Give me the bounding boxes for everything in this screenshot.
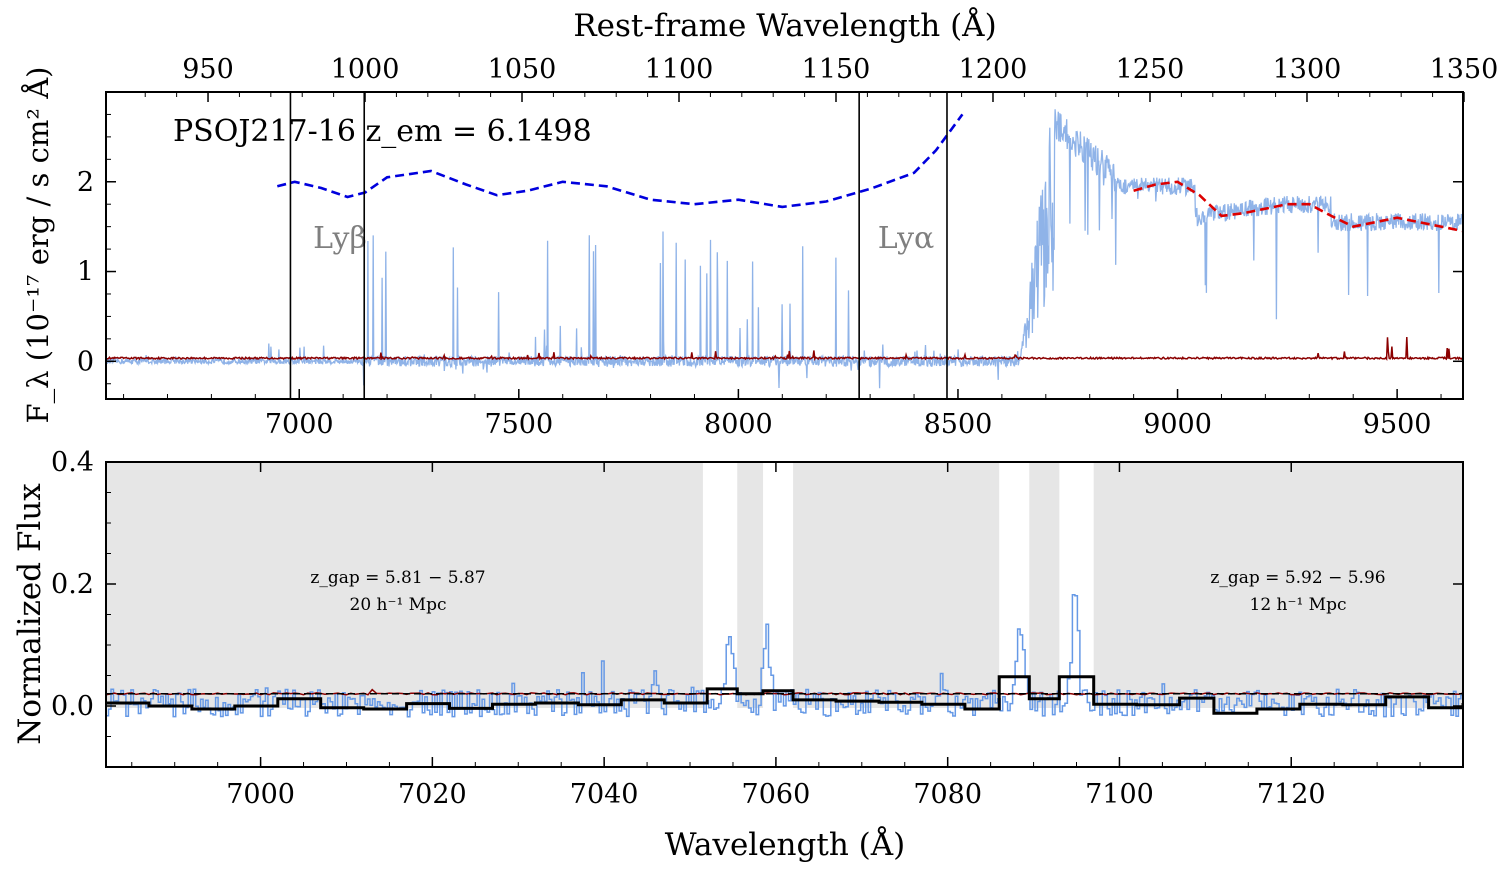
bottom-y-tick-label: 0.4 [51,447,94,478]
top-rest-tick-label: 950 [182,54,234,85]
top-rest-tick-label: 1050 [488,54,557,85]
top-flux-line [106,109,1463,389]
top-rest-tick-label: 1200 [959,54,1028,85]
top-x-tick-label: 7500 [484,409,553,440]
gap-shade-2 [793,462,1000,708]
top-rest-tick-label: 1150 [802,54,871,85]
top-axis-title: Rest-frame Wavelength (Å) [573,6,996,44]
top-rest-tick-label: 1000 [331,54,400,85]
gap-annotation-left-line2: 20 h⁻¹ Mpc [350,595,447,615]
lyb-label: Lyβ [313,221,367,256]
bottom-binned-flux-line [106,675,1463,715]
lya-label: Lyα [878,221,935,256]
bottom-y-tick-label: 0.0 [51,691,94,722]
quasar-annotation: PSOJ217-16 z_em = 6.1498 [173,114,592,149]
top-rest-tick-label: 1300 [1273,54,1342,85]
top-x-tick-label: 9000 [1143,409,1212,440]
bottom-x-tick-label: 7060 [742,779,811,810]
top-rest-tick-label: 1100 [645,54,714,85]
top-panel: 7000 7500 8000 8500 9000 9500 0 1 2 950 1000 1050… [20,6,1498,440]
bottom-x-tick-label: 7100 [1085,779,1154,810]
bottom-x-tick-label: 7020 [398,779,467,810]
bottom-panel: 7000 7020 7040 7060 7080 7100 7120 0.0 0.2 0.4 z… [12,447,1464,863]
gap-shade-1 [737,462,764,708]
top-rest-tick-label: 1350 [1430,54,1499,85]
bottom-x-tick-label: 7000 [226,779,295,810]
top-y-tick-label: 2 [77,167,94,198]
gap-annotation-right-line1: z_gap = 5.92 − 5.96 [1210,568,1385,588]
bottom-y-axis-label: Normalized Flux [12,483,48,745]
bottom-x-tick-label: 7080 [913,779,982,810]
gap-shade-3 [1029,462,1060,708]
bottom-y-axis-label-group: Normalized Flux [12,483,48,745]
top-error-line [106,336,1463,362]
top-x-tick-label: 8500 [924,409,993,440]
top-x-tick-label: 8000 [704,409,773,440]
top-rest-tick-label: 1250 [1116,54,1185,85]
gap-shade-4 [1093,462,1463,708]
svg-text:F_λ (10⁻¹⁷ erg / s cm² Å): F_λ (10⁻¹⁷ erg / s cm² Å) [20,67,56,424]
top-x-tick-label: 7000 [265,409,334,440]
bottom-y-tick-label: 0.2 [51,569,94,600]
gap-annotation-left-line1: z_gap = 5.81 − 5.87 [310,568,485,588]
top-y-tick-label: 0 [77,346,94,377]
bottom-x-axis-label: Wavelength (Å) [665,825,905,863]
top-continuum-fit-line [276,113,964,209]
top-red-fit-line [1133,180,1463,233]
gap-annotation-right-line2: 12 h⁻¹ Mpc [1250,595,1347,615]
bottom-x-tick-label: 7040 [570,779,639,810]
top-y-axis-label: F_λ (10⁻¹⁷ erg / s cm² Å) [20,67,56,424]
top-x-tick-label: 9500 [1363,409,1432,440]
top-y-tick-label: 1 [77,257,94,288]
top-panel-frame [105,91,1464,400]
bottom-x-tick-label: 7120 [1257,779,1326,810]
